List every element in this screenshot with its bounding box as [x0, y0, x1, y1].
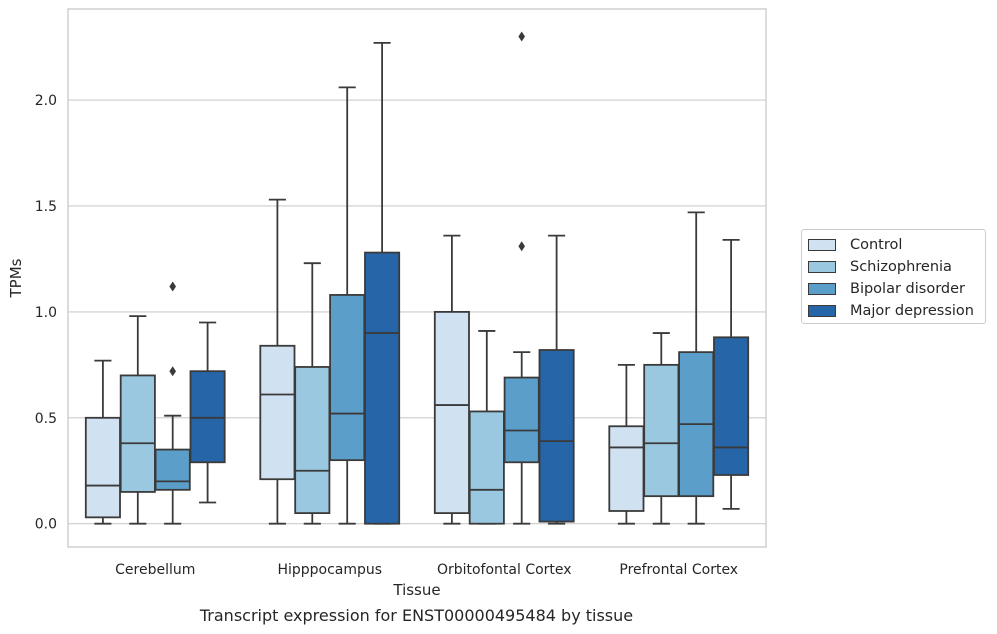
box-orbitofontal-cortex-control-iqr-box — [433, 310, 470, 515]
legend-label-control: Control — [850, 237, 903, 253]
x-tick-label-prefrontal-cortex: Prefrontal Cortex — [619, 562, 738, 578]
box-prefrontal-cortex-bipolar-disorder — [678, 211, 715, 525]
legend-swatch-schizophrenia — [808, 261, 836, 273]
legend: Control Schizophrenia Bipolar disorder M… — [801, 229, 986, 324]
x-axis-label: Tissue — [392, 581, 440, 599]
box-prefrontal-cortex-schizophrenia-iqr-box — [643, 363, 680, 498]
box-cerebellum-bipolar-disorder-iqr-box — [154, 448, 191, 491]
x-tick-label-hipppocampus: Hipppocampus — [277, 562, 382, 578]
box-orbitofontal-cortex-bipolar-disorder-outlier — [518, 241, 525, 252]
y-tick-label: 2.0 — [35, 93, 57, 109]
y-tick-label: 0.5 — [35, 411, 57, 427]
box-hipppocampus-major-depression-iqr-box — [364, 251, 401, 525]
box-cerebellum-schizophrenia — [119, 315, 156, 525]
boxes — [84, 31, 750, 525]
y-tick-label: 1.5 — [35, 199, 57, 215]
box-prefrontal-cortex-major-depression-iqr-box — [713, 336, 750, 476]
box-hipppocampus-schizophrenia-iqr-box — [294, 366, 331, 515]
box-orbitofontal-cortex-bipolar-disorder-outlier — [518, 31, 525, 42]
x-tick-labels: Cerebellum Hipppocampus Orbitofontal Corte… — [115, 562, 738, 578]
legend-swatch-major-depression — [808, 305, 836, 317]
legend-label-schizophrenia: Schizophrenia — [850, 259, 952, 275]
legend-item-major-depression: Major depression — [808, 302, 974, 320]
box-hipppocampus-bipolar-disorder — [329, 86, 366, 525]
box-orbitofontal-cortex-major-depression-iqr-box — [538, 349, 575, 523]
legend-label-bipolar-disorder: Bipolar disorder — [850, 281, 965, 297]
box-orbitofontal-cortex-schizophrenia — [468, 330, 505, 525]
box-prefrontal-cortex-control — [608, 363, 645, 525]
legend-swatch-control — [808, 239, 836, 251]
box-cerebellum-bipolar-disorder-outlier — [169, 281, 176, 292]
box-prefrontal-cortex-schizophrenia — [643, 332, 680, 525]
box-hipppocampus-control — [259, 198, 296, 525]
box-hipppocampus-major-depression — [364, 41, 401, 525]
plot-frame — [67, 8, 767, 548]
y-tick-labels: 0.0 0.5 1.0 1.5 2.0 — [35, 93, 57, 533]
box-prefrontal-cortex-major-depression — [713, 238, 750, 510]
box-cerebellum-bipolar-disorder-outlier — [169, 366, 176, 377]
box-orbitofontal-cortex-major-depression — [538, 234, 575, 525]
y-tick-label: 0.0 — [35, 517, 57, 533]
box-hipppocampus-bipolar-disorder-iqr-box — [329, 294, 366, 462]
box-hipppocampus-schizophrenia — [294, 262, 331, 525]
chart-caption: Transcript expression for ENST0000049548… — [199, 606, 634, 625]
box-hipppocampus-control-iqr-box — [259, 344, 296, 481]
y-axis-label: TPMs — [7, 258, 25, 298]
y-tick-label: 1.0 — [35, 305, 57, 321]
box-orbitofontal-cortex-control — [433, 234, 470, 525]
box-prefrontal-cortex-control-iqr-box — [608, 425, 645, 512]
legend-item-control: Control — [808, 236, 902, 254]
box-cerebellum-control-iqr-box — [84, 416, 121, 519]
legend-swatch-bipolar-disorder — [808, 283, 836, 295]
box-cerebellum-major-depression — [189, 321, 226, 504]
x-tick-label-orbitofontal-cortex: Orbitofontal Cortex — [437, 562, 572, 578]
box-orbitofontal-cortex-bipolar-disorder — [503, 31, 540, 525]
box-orbitofontal-cortex-schizophrenia-iqr-box — [468, 410, 505, 525]
box-cerebellum-control — [84, 359, 121, 525]
box-cerebellum-major-depression-iqr-box — [189, 370, 226, 464]
box-cerebellum-schizophrenia-iqr-box — [119, 374, 156, 493]
legend-item-bipolar-disorder: Bipolar disorder — [808, 280, 965, 298]
legend-item-schizophrenia: Schizophrenia — [808, 258, 952, 276]
box-cerebellum-bipolar-disorder — [154, 281, 191, 525]
legend-label-major-depression: Major depression — [850, 303, 974, 319]
box-orbitofontal-cortex-bipolar-disorder-iqr-box — [503, 376, 540, 464]
x-tick-label-cerebellum: Cerebellum — [115, 562, 195, 578]
